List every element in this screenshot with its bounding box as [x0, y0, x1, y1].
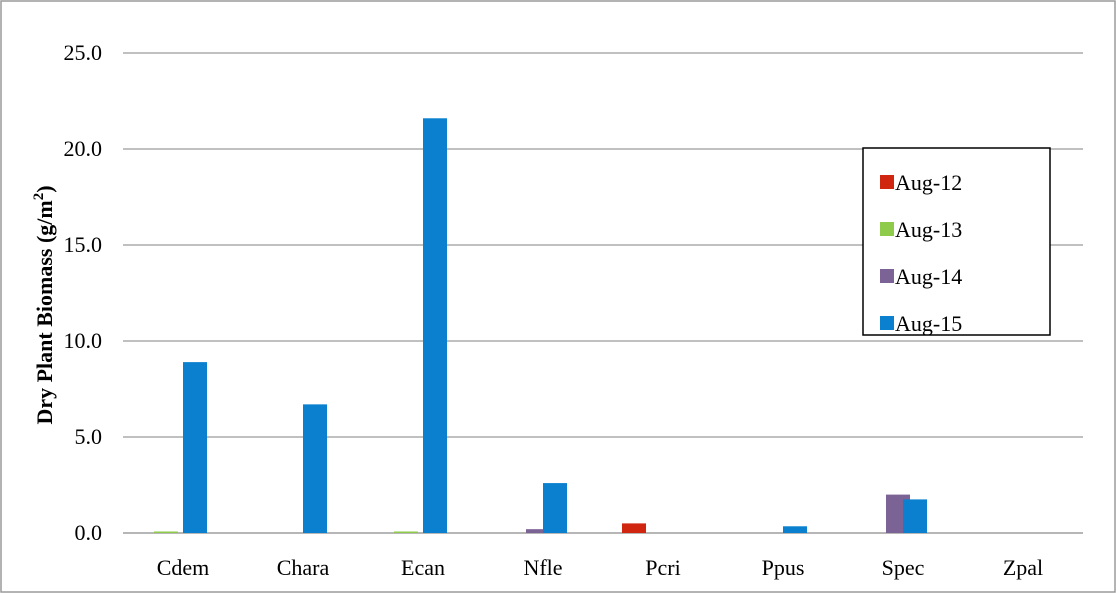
- y-tick-label: 0.0: [75, 520, 103, 545]
- legend-swatch: [880, 222, 894, 236]
- y-axis-title-main: Dry Plant Biomass (g/m: [32, 200, 57, 424]
- x-tick-label: Ecan: [401, 555, 445, 580]
- y-tick-label: 15.0: [64, 232, 103, 257]
- y-tick-label: 20.0: [64, 136, 103, 161]
- x-tick-label: Cdem: [157, 555, 210, 580]
- category-labels: Cdem Chara Ecan Nfle Pcri Ppus Spec Zpal: [157, 555, 1043, 580]
- bar: [423, 118, 447, 533]
- y-tick-label: 25.0: [64, 40, 103, 65]
- legend-swatch: [880, 316, 894, 330]
- x-tick-label: Pcri: [645, 555, 680, 580]
- y-axis-title-superscript: 2: [31, 193, 47, 201]
- y-axis-title-close: ): [32, 185, 57, 192]
- y-tick-label: 10.0: [64, 328, 103, 353]
- bar: [903, 499, 927, 533]
- x-tick-label: Spec: [882, 555, 925, 580]
- bars-layer: [154, 118, 927, 533]
- bar: [303, 404, 327, 533]
- x-tick-label: Zpal: [1003, 555, 1043, 580]
- legend-label: Aug-12: [895, 170, 962, 195]
- bar: [622, 523, 646, 533]
- legend-swatch: [880, 175, 894, 189]
- x-tick-label: Nfle: [523, 555, 562, 580]
- legend-label: Aug-13: [895, 217, 962, 242]
- x-tick-label: Ppus: [762, 555, 805, 580]
- y-tick-labels: 0.0 5.0 10.0 15.0 20.0 25.0: [64, 40, 103, 545]
- legend-box: [862, 147, 1051, 336]
- bar: [183, 362, 207, 533]
- legend-label: Aug-15: [895, 311, 962, 336]
- y-axis-title: Dry Plant Biomass (g/m2): [31, 185, 57, 424]
- bar: [543, 483, 567, 533]
- bar: [526, 529, 550, 533]
- legend: Aug-12 Aug-13 Aug-14 Aug-15: [862, 147, 1051, 336]
- legend-label: Aug-14: [895, 264, 962, 289]
- x-tick-label: Chara: [277, 555, 330, 580]
- legend-swatch: [880, 269, 894, 283]
- bar: [154, 531, 178, 533]
- bar: [783, 526, 807, 533]
- bar: [394, 531, 418, 533]
- y-tick-label: 5.0: [75, 424, 103, 449]
